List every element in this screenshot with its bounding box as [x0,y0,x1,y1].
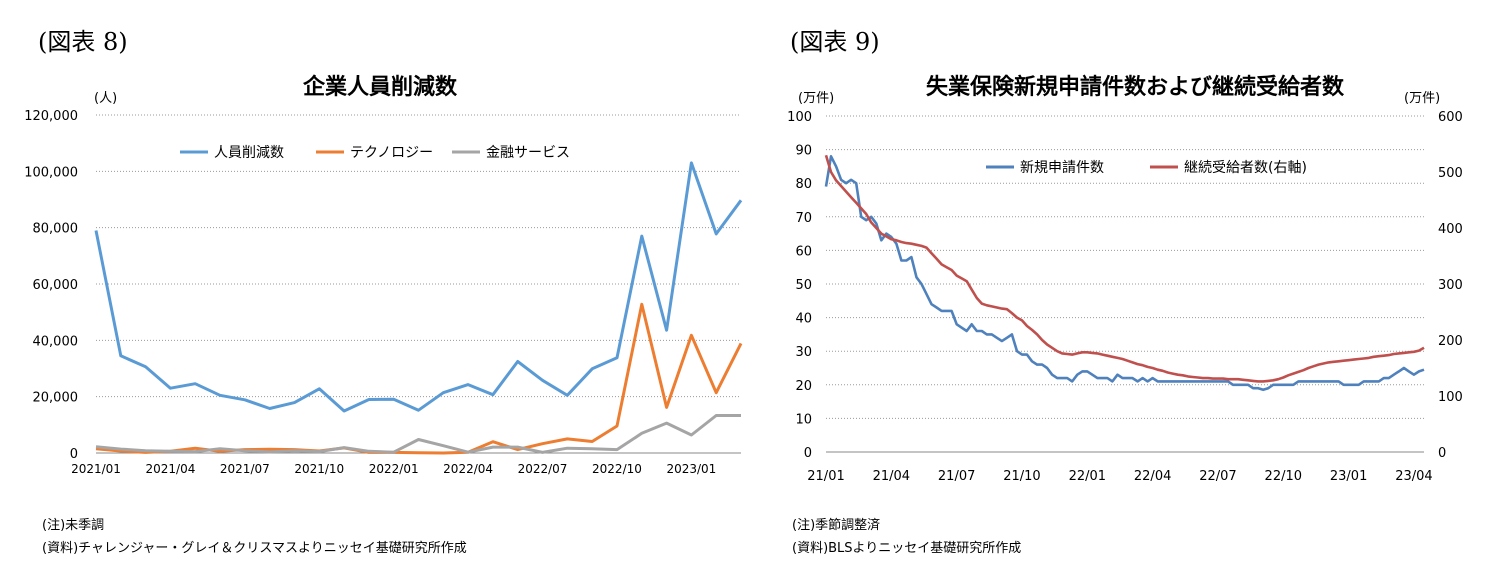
x-tick-label: 21/10 [1003,469,1040,484]
x-tick-label: 2021/01 [71,462,121,476]
x-tick-label: 2021/07 [220,462,270,476]
y-tick-label-right: 600 [1438,110,1463,125]
x-tick-label: 21/04 [873,469,910,484]
note-line: (注)季節調整済 [792,518,881,533]
y-axis-unit-right: (万件) [1404,91,1440,106]
x-tick-label: 21/01 [807,469,844,484]
source-line: (資料)BLSよりニッセイ基礎研究所作成 [792,541,1022,556]
x-tick-label: 22/07 [1199,469,1236,484]
legend-label: 継続受給者数(右軸) [1184,159,1307,176]
x-tick-label: 2021/10 [294,462,344,476]
figure-label-8: (図表 8) [38,28,128,56]
y-tick-label-right: 300 [1438,278,1463,293]
y-axis-unit: (人) [94,91,117,106]
y-axis-unit-left: (万件) [798,91,834,106]
series-line [94,161,743,413]
jobless-claims-line-chart: 失業保険新規申請件数および継続受給者数 (万件) (万件) 0 10 20 30 40 50 60… [787,74,1463,484]
x-tick-label: 2023/01 [666,462,716,476]
x-tick-label: 23/01 [1330,469,1367,484]
series-line [824,155,1425,392]
y-tick-label-left: 60 [795,244,812,259]
y-tick-label-right: 400 [1438,222,1463,237]
legend-label: テクノロジー [350,145,433,161]
y-tick-label-right: 100 [1438,390,1463,405]
y-tick-label-left: 100 [787,110,812,125]
series-line [95,414,741,454]
x-tick-label: 2022/01 [369,462,419,476]
y-tick-label-left: 90 [795,144,812,159]
y-tick-label-left: 80 [795,177,812,192]
legend-label: 人員削減数 [214,144,284,161]
x-tick-label: 21/07 [938,469,975,484]
x-tick-label: 2022/07 [518,462,568,476]
y-tick-label-left: 50 [795,278,812,293]
chart-title: 企業人員削減数 [302,74,458,100]
y-tick-label: 80,000 [33,222,79,237]
y-tick-label-left: 40 [795,312,812,327]
x-tick-label: 23/04 [1395,469,1432,484]
x-tick-label: 22/10 [1265,469,1302,484]
y-tick-label-left: 20 [795,379,812,394]
x-tick-label: 2022/04 [443,462,493,476]
x-tick-label: 22/01 [1069,469,1106,484]
legend-label: 金融サービス [486,145,570,161]
right-chart-panel: (図表 9) 失業保険新規申請件数および継続受給者数 (万件) (万件) 0 10 20 3… [760,0,1511,584]
y-tick-label-right: 500 [1438,166,1463,181]
y-tick-label: 100,000 [24,165,78,180]
y-tick-label: 0 [70,447,78,462]
y-tick-label: 120,000 [24,109,78,124]
y-tick-label-left: 30 [795,345,812,360]
x-tick-label: 2022/10 [592,462,642,476]
y-tick-label-right: 200 [1438,334,1463,349]
y-tick-label-left: 70 [795,211,812,226]
y-tick-label-left: 0 [804,446,812,461]
y-tick-label: 20,000 [33,391,79,406]
source-line: (資料)チャレンジャー・グレイ＆クリスマスよりニッセイ基礎研究所作成 [42,541,467,556]
y-tick-label: 60,000 [33,278,79,293]
y-tick-label-left: 10 [795,412,812,427]
y-tick-label-right: 0 [1438,446,1446,461]
chart-title: 失業保険新規申請件数および継続受給者数 [926,74,1345,100]
legend-label: 新規申請件数 [1020,160,1104,176]
layoffs-line-chart: 企業人員削減数 (人) 0 20,000 40,000 60,000 80,000 100,0… [24,74,743,476]
note-line: (注)未季調 [42,518,105,533]
series-line [824,154,1425,383]
x-tick-label: 22/04 [1134,469,1171,484]
y-tick-label: 40,000 [33,334,79,349]
figure-label-9: (図表 9) [790,28,880,56]
left-chart-panel: (図表 8) 企業人員削減数 (人) 0 20,000 40,000 60,000 80,0… [24,28,743,556]
x-tick-label: 2021/04 [145,462,195,476]
